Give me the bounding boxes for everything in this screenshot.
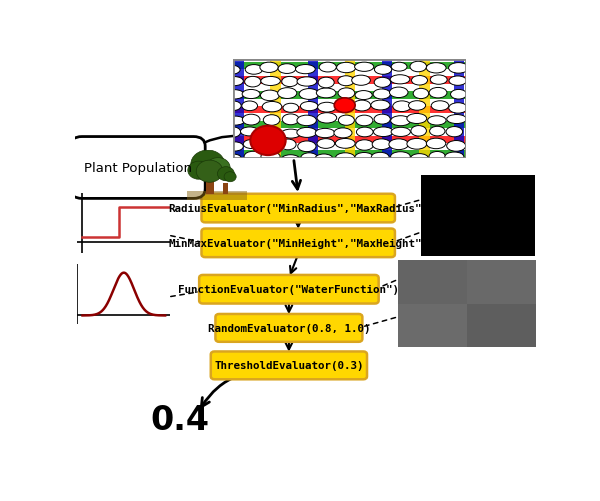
Circle shape	[250, 126, 286, 156]
FancyBboxPatch shape	[215, 314, 362, 342]
Text: RadiusEvaluator("MinRadius","MaxRadius"): RadiusEvaluator("MinRadius","MaxRadius")	[168, 203, 428, 213]
Text: RandomEvaluator(0.8, 1.0): RandomEvaluator(0.8, 1.0)	[208, 323, 370, 333]
FancyBboxPatch shape	[202, 194, 395, 223]
Text: Plant Population: Plant Population	[84, 162, 192, 175]
Text: ThresholdEvaluator(0.3): ThresholdEvaluator(0.3)	[214, 361, 364, 371]
FancyBboxPatch shape	[70, 137, 205, 199]
FancyBboxPatch shape	[199, 276, 379, 304]
Text: FunctionEvaluator("WaterFunction"): FunctionEvaluator("WaterFunction")	[178, 285, 400, 295]
Text: 0.4: 0.4	[150, 403, 209, 436]
FancyBboxPatch shape	[202, 229, 395, 258]
FancyBboxPatch shape	[211, 352, 367, 380]
Text: MinMaxEvaluator("MinHeight","MaxHeight"): MinMaxEvaluator("MinHeight","MaxHeight")	[168, 238, 428, 248]
